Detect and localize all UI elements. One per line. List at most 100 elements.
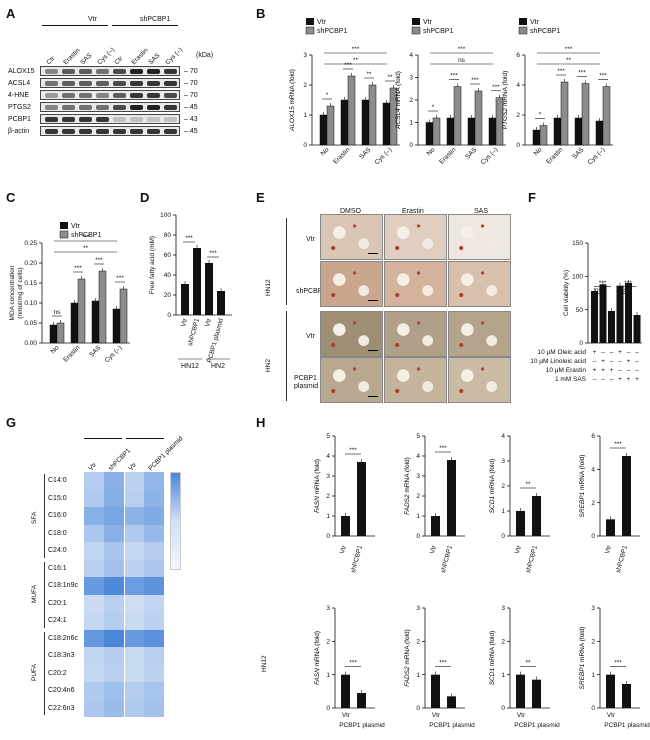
chart-c-ytick-label: 0.10 <box>24 300 37 307</box>
chart-h-hn2-4-ytick-label: 0 <box>591 705 595 712</box>
chart-f-ytick-label: 0 <box>579 340 583 347</box>
micrograph <box>384 214 447 260</box>
chart-h-hn12-1-ylabel: FASN mRNA (fold) <box>314 459 321 513</box>
chart-b2-overall-label-2: ns <box>458 57 466 64</box>
chart-b1-sig-label: *** <box>344 62 352 69</box>
chart-b3-sig-label: *** <box>599 73 607 80</box>
chart-h-hn12-3-ylabel: SCD1 mRNA (fold) <box>489 459 496 514</box>
chart-f-bar <box>617 286 624 343</box>
chart-b3-x-label: Cys (–) <box>587 146 607 166</box>
chart-b2-bar <box>426 123 433 146</box>
chart-h-hn2-3-ylabel: SCD1 mRNA (fold) <box>489 631 496 686</box>
chart-h-hn2-1-ytick-label: 1 <box>326 672 330 679</box>
chart-b1-sig-label: * <box>326 92 329 99</box>
chart-c-legend-sh-swatch <box>60 231 68 238</box>
chart-b1-bar <box>362 100 369 145</box>
chart-b1-bar <box>320 115 327 145</box>
chart-h-hn2-3-ytick-label: 3 <box>501 605 505 612</box>
chart-b2-bar <box>489 118 496 145</box>
chart-b3-bar <box>575 118 582 145</box>
hm-cell <box>124 560 144 578</box>
hm-cell <box>104 507 124 525</box>
chart-f-condition-label: 10 μM Oleic acid <box>537 349 586 356</box>
chart-h-hn12-1-bar <box>341 516 350 536</box>
chart-b1-bar <box>341 100 348 145</box>
chart-c-legend-vtr-swatch <box>60 222 68 229</box>
chart-h-hn12-x-label: Vtr <box>339 544 348 555</box>
chart-f-condition-mark: – <box>610 349 614 356</box>
chart-b3-bar <box>603 87 610 146</box>
chart-b1-sig-label: ** <box>366 71 372 78</box>
hm-cell <box>144 595 164 613</box>
chart-h-hn2-4-ytick-label: 3 <box>591 605 595 612</box>
chart-b2-bar <box>475 91 482 145</box>
hm-group-divider <box>124 472 125 717</box>
micrograph <box>448 311 511 357</box>
chart-h-hn2-1-ytick-label: 2 <box>326 639 330 646</box>
chart-f-condition-mark: + <box>635 376 639 383</box>
chart-h-hn12-2-ytick-label: 2 <box>416 493 420 500</box>
chart-b2-ytick-label: 2 <box>409 97 413 104</box>
micrograph <box>320 311 383 357</box>
chart-h-hn12-2-ytick-label: 0 <box>416 533 420 540</box>
chart-h-hn2-x-label: Vtr <box>607 712 616 719</box>
chart-h-hn12-3-ytick-label: 4 <box>501 433 505 440</box>
micrograph <box>320 214 383 260</box>
chart-b3-ytick-label: 0 <box>516 142 520 149</box>
hm-cell <box>104 595 124 613</box>
chart-b1-x-label: SAS <box>358 146 373 161</box>
scale-bar <box>368 396 378 397</box>
micrograph <box>448 214 511 260</box>
chart-b2-sig-label: *** <box>450 73 458 80</box>
panel-e-microscopy: DMSO Erastin SAS HN12 HN2 Vtr shPCBP1 Vt… <box>256 200 526 405</box>
chart-c-sig-label: *** <box>116 275 124 282</box>
chart-f-condition-mark: + <box>593 367 597 374</box>
chart-h-hn12-2-ytick-label: 1 <box>416 513 420 520</box>
chart-h-hn12-1-bar <box>357 462 366 536</box>
chart-b1-overall-label-2: ** <box>353 57 359 64</box>
chart-h-hn2-x-label: Vtr <box>342 712 351 719</box>
micro-group-hn2: HN2 <box>266 359 273 372</box>
chart-f-ytick-label: 100 <box>572 274 583 281</box>
chart-c-ytick-label: 0.20 <box>24 260 37 267</box>
chart-h-hn2-2-ylabel: FADS2 mRNA (fold) <box>404 629 411 687</box>
chart-f-condition-mark: + <box>601 358 605 365</box>
chart-c-ylabel: MDA concentration <box>9 265 16 320</box>
chart-f-condition-label: 10 μM Linoleic acid <box>530 358 586 365</box>
hm-colorbar <box>170 472 181 570</box>
chart-b1-ytick-label: 1 <box>303 112 307 119</box>
chart-f-condition-mark: + <box>618 376 622 383</box>
hm-cell <box>124 682 144 700</box>
chart-f-ylabel: Cell viability (%) <box>563 270 570 316</box>
chart-b2-legend-vtr: Vtr <box>423 19 433 26</box>
hm-row-label: C18:3n3 <box>48 652 74 659</box>
chart-f-condition-mark: – <box>635 367 639 374</box>
chart-d-ytick-label: 40 <box>164 272 172 279</box>
chart-h-hn2-2-bar <box>447 696 456 708</box>
chart-h-hn12-1-ytick-label: 4 <box>326 453 330 460</box>
chart-h-hn2-x-label: PCBP1 plasmid <box>339 722 385 729</box>
chart-f-condition-mark: – <box>618 358 622 365</box>
chart-c-sig-label: ns <box>54 309 62 316</box>
chart-h-hn12-4-bar <box>606 519 615 536</box>
chart-f-sig-label: ns <box>620 287 628 294</box>
hm-cell <box>144 472 164 490</box>
hm-class-bracket <box>44 562 45 628</box>
chart-h-hn12-3-ytick-label: 1 <box>501 508 505 515</box>
hm-row-label: C15:0 <box>48 495 67 502</box>
chart-d-bar <box>205 263 213 315</box>
hm-class-bracket <box>44 474 45 558</box>
chart-b3-legend-sh-swatch <box>519 27 527 34</box>
chart-b1-bar <box>348 76 355 145</box>
chart-f-condition-label: 1 mM SAS <box>555 376 587 383</box>
chart-h-hn12-x-label: shPCBP1 <box>525 544 539 573</box>
chart-c-legend-sh: shPCBP1 <box>71 232 101 239</box>
chart-f-condition-mark: – <box>593 358 597 365</box>
chart-d-ytick-label: 60 <box>164 252 172 259</box>
chart-b3-overall-label-2: ** <box>566 57 572 64</box>
chart-b3-x-label: Erastin <box>545 146 565 166</box>
chart-h-hn12-1-ytick-label: 2 <box>326 493 330 500</box>
chart-b1-legend-vtr: Vtr <box>317 19 327 26</box>
chart-d-bar <box>181 284 189 315</box>
chart-h-hn2-2-bar <box>431 675 440 708</box>
